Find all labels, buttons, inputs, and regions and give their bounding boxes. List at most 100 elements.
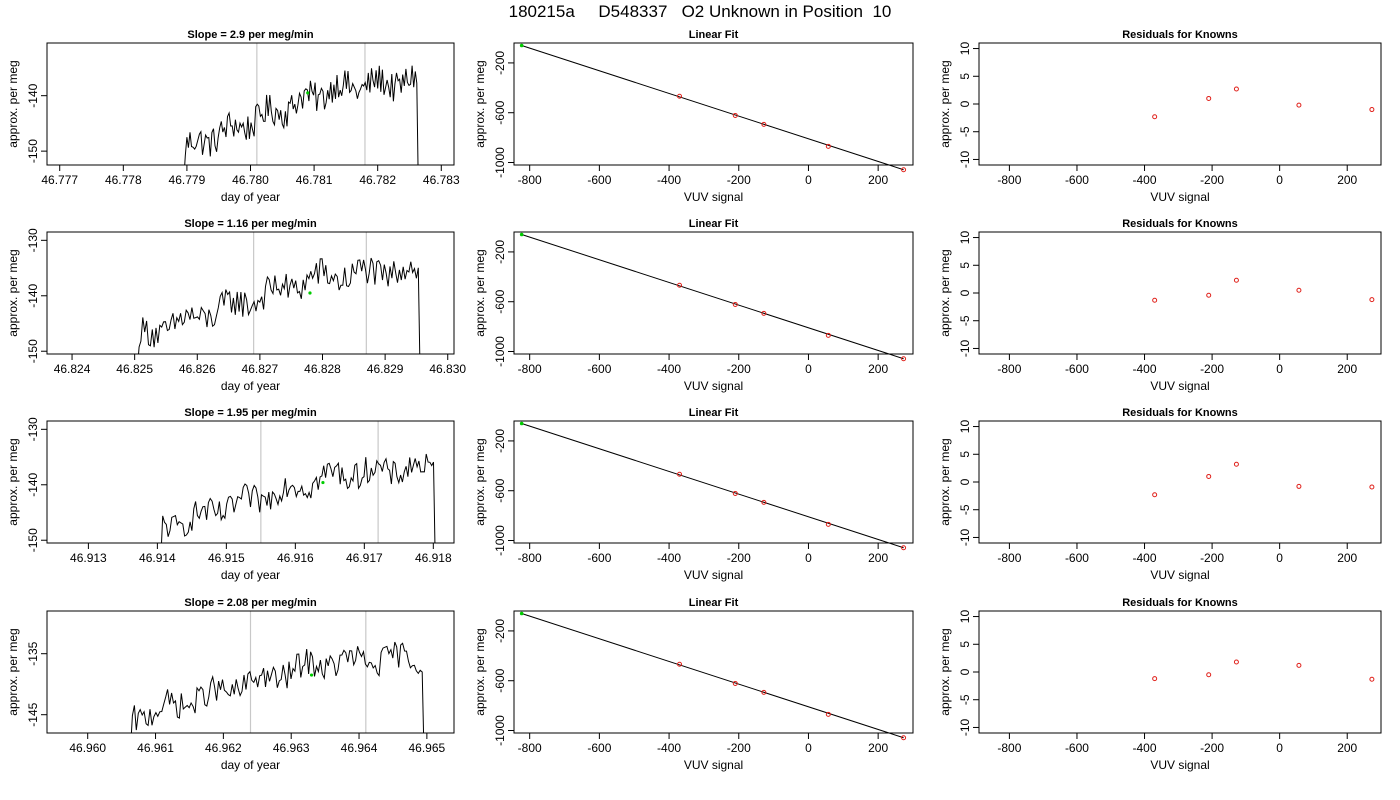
x-tick-label: 46.778 [105,173,142,187]
residual-point [1206,95,1212,101]
known-point [761,499,767,505]
known-point [677,93,683,99]
residuals-panel-row-3: -800 -600 -400 -200 0 200 -10 -5 0 5 10 Residuals f… [938,407,1382,582]
x-tick-label: 46.777 [41,173,78,187]
y-tick-label: -600 [493,289,507,313]
panel-title: Linear Fit [689,407,739,419]
time-series-panel-row-1: 46.777 46.778 46.779 46.780 46.781 46.782 46.7… [6,29,460,204]
y-tick-label: -140 [26,283,40,307]
x-tick-label: 46.918 [415,551,452,565]
fit-line [521,45,904,171]
x-tick-label: -800 [997,741,1021,755]
y-tick-label: 5 [958,262,972,269]
x-tick-label: 46.913 [70,551,107,565]
x-tick-label: -600 [1065,362,1089,376]
x-tick-label: -600 [587,741,611,755]
x-tick-label: -600 [1065,173,1089,187]
residual-point [1206,292,1212,298]
fit-line [521,234,904,360]
residual-point [1233,277,1239,283]
x-tick-label: 46.825 [116,362,153,376]
known-point [677,471,683,477]
residual-point [1206,473,1212,479]
x-tick-label: 46.915 [208,551,245,565]
panel-title: Linear Fit [689,29,739,41]
y-tick-label: -130 [26,228,40,252]
fit-line [521,613,904,739]
x-tick-label: -800 [518,362,542,376]
x-tick-label: -400 [657,551,681,565]
plot-frame [46,42,455,166]
x-tick-label: 46.914 [139,551,176,565]
residual-point [1233,461,1239,467]
time-series-trace [184,65,419,165]
x-tick-label: 46.962 [205,741,242,755]
known-point [732,680,738,686]
y-tick-label: -5 [958,504,972,515]
x-tick-label: 0 [805,362,812,376]
green-reference-point [519,232,524,237]
y-tick-label: -5 [958,694,972,705]
panel-title: Slope = 1.16 per meg/min [184,218,317,230]
x-tick-label: -200 [1200,173,1224,187]
residual-point [1369,297,1375,303]
known-point [677,282,683,288]
x-tick-label: -200 [727,173,751,187]
residual-point [1369,107,1375,113]
y-axis-label: approx. per meg [473,438,487,525]
x-tick-label: -400 [657,173,681,187]
main-title: 180215a D548337 O2 Unknown in Position 1… [508,2,892,21]
y-tick-label: 10 [958,420,972,434]
fit-line [521,423,904,549]
panel-title: Residuals for Knowns [1122,29,1238,41]
time-series-panel-row-4: 46.960 46.961 46.962 46.963 46.964 46.965 -145… [6,597,455,772]
known-point [825,143,831,149]
plot-frame [978,610,1382,734]
x-tick-label: -200 [727,362,751,376]
residual-point [1296,102,1302,108]
y-tick-label: 5 [958,73,972,80]
known-point [732,112,738,118]
known-point [825,521,831,527]
x-tick-label: -400 [1133,173,1157,187]
x-tick-label: 46.782 [359,173,396,187]
x-tick-label: 200 [1337,362,1357,376]
residual-point [1233,86,1239,92]
plot-frame [978,420,1382,544]
x-tick-label: 200 [1337,551,1357,565]
residuals-panel-row-2: -800 -600 -400 -200 0 200 -10 -5 0 5 10 Residuals f… [938,218,1382,393]
x-tick-label: 46.827 [242,362,279,376]
time-series-plot-area [138,232,421,354]
x-tick-label: 46.916 [277,551,314,565]
panel-title: Linear Fit [689,597,739,609]
x-tick-label: 200 [868,173,888,187]
time-series-trace [161,453,436,543]
y-tick-label: -150 [26,528,40,552]
x-axis-label: day of year [221,568,280,582]
x-tick-label: 46.963 [273,741,310,755]
x-tick-label: 0 [1276,173,1283,187]
x-tick-label: 46.965 [409,741,446,755]
residual-point [1152,676,1158,682]
residual-point [1296,483,1302,489]
y-tick-label: 5 [958,641,972,648]
panel-title: Slope = 2.08 per meg/min [184,597,317,609]
y-axis-label: approx. per meg [938,60,952,147]
x-tick-label: -600 [587,551,611,565]
x-tick-label: 46.961 [137,741,174,755]
residual-point [1369,676,1375,682]
x-tick-label: 0 [805,551,812,565]
x-tick-label: -200 [727,551,751,565]
time-series-trace [138,257,421,354]
known-point [732,301,738,307]
x-tick-label: 46.780 [232,173,269,187]
x-tick-label: -200 [1200,741,1224,755]
x-axis-label: day of year [221,758,280,772]
x-tick-label: 200 [868,741,888,755]
green-marker-point [321,480,325,485]
y-tick-label: -150 [26,339,40,363]
y-tick-label: -135 [26,641,40,665]
x-tick-label: -200 [1200,362,1224,376]
y-tick-label: -150 [26,139,40,163]
